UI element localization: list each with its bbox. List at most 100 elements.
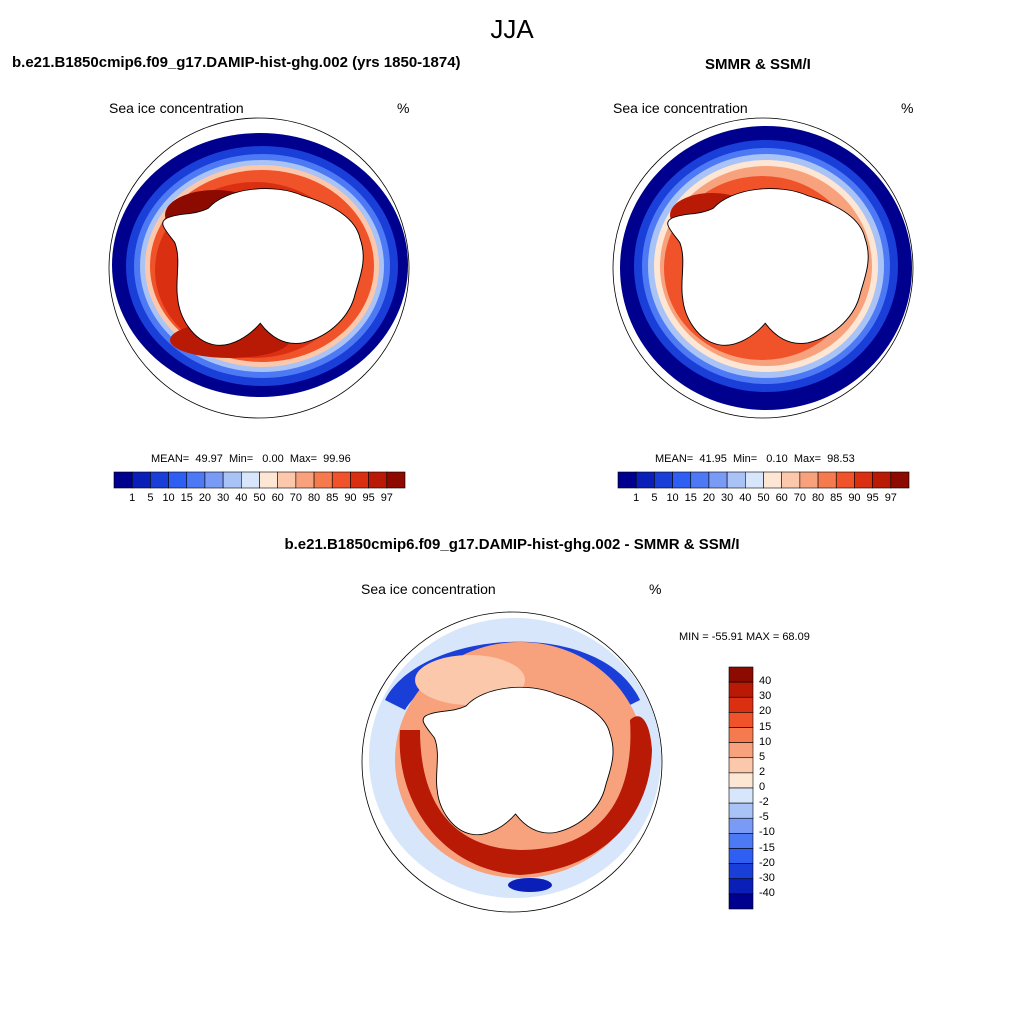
model-colorbar-swatch (150, 471, 169, 489)
diff-colorbar-swatch (728, 727, 754, 743)
diff-colorbar-tick-label: -5 (759, 811, 769, 824)
model-colorbar-tick-label: 20 (198, 492, 212, 504)
diff-colorbar-swatch (728, 712, 754, 728)
model-colorbar-swatch (168, 471, 188, 489)
diff-colorbar-tick-label: -2 (759, 796, 769, 809)
obs-colorbar-tick-label: 60 (775, 492, 788, 504)
model-colorbar-swatch (313, 471, 333, 489)
model-colorbar (113, 471, 406, 489)
obs-colorbar-tick-label: 90 (848, 492, 861, 504)
obs-mean-value: 41.95 (699, 453, 727, 465)
model-colorbar-swatch (222, 471, 242, 489)
diff-colorbar-tick-label: 20 (759, 705, 772, 718)
diff-colorbar-tick-label: 30 (759, 690, 772, 703)
obs-colorbar-swatch (854, 471, 873, 489)
diff-colorbar-swatch (728, 772, 754, 789)
diff-colorbar-swatch (728, 878, 754, 895)
model-colorbar-swatch (241, 471, 260, 489)
diff-colorbar-tick-label: -10 (759, 826, 775, 839)
obs-colorbar-swatch (635, 471, 655, 489)
diff-colorbar-tick-label: 15 (759, 720, 772, 733)
model-colorbar-tick-label: 90 (344, 492, 357, 504)
diff-colorbar-swatch (728, 848, 754, 864)
obs-colorbar-swatch (835, 471, 855, 489)
model-mean-value: 49.97 (195, 453, 223, 465)
diff-colorbar-swatch (728, 696, 754, 713)
obs-panel-heading: SMMR & SSM/I (705, 56, 811, 73)
model-colorbar-swatch (131, 471, 151, 489)
diff-colorbar-swatch (728, 893, 754, 910)
diff-colorbar-swatch (728, 863, 754, 880)
diff-colorbar-swatch (728, 833, 754, 849)
diff-colorbar-tick-label: 10 (759, 735, 772, 748)
model-colorbar-tick-label: 30 (217, 492, 230, 504)
model-variable-label: Sea ice concentration (109, 100, 244, 116)
model-colorbar-tick-label: 70 (289, 492, 302, 504)
obs-colorbar-tick-label: 15 (684, 492, 697, 504)
diff-panel-heading: b.e21.B1850cmip6.f09_g17.DAMIP-hist-ghg.… (284, 536, 740, 553)
obs-colorbar-swatch (763, 471, 782, 489)
model-colorbar-swatch (331, 471, 351, 489)
obs-colorbar-swatch (799, 471, 819, 489)
obs-min-value: 0.10 (766, 453, 788, 465)
model-colorbar-tick-label: 60 (271, 492, 284, 504)
obs-colorbar-swatch (617, 471, 637, 489)
obs-max-value: 98.53 (827, 453, 855, 465)
obs-colorbar-swatch (726, 471, 746, 489)
model-colorbar-tick-label: 40 (235, 492, 248, 504)
model-colorbar-tick-label: 85 (326, 492, 339, 504)
model-colorbar-tick-label: 15 (180, 492, 193, 504)
diff-colorbar-tick-label: -20 (759, 856, 775, 869)
diff-colorbar-tick-label: 0 (759, 781, 766, 793)
obs-colorbar-tick-label: 40 (739, 492, 752, 504)
obs-colorbar-tick-label: 95 (866, 492, 879, 504)
diff-colorbar-swatch (728, 787, 754, 804)
diff-colorbar-swatch (728, 817, 754, 834)
diff-colorbar-swatch (728, 742, 754, 759)
model-colorbar-tick-label: 97 (380, 492, 393, 504)
model-colorbar-tick-label: 10 (162, 492, 175, 504)
diff-colorbar-swatch (728, 757, 754, 774)
obs-colorbar-swatch (708, 471, 728, 489)
model-colorbar-swatch (386, 471, 406, 489)
obs-map (612, 117, 914, 419)
diff-colorbar-tick-label: -30 (759, 871, 775, 884)
obs-colorbar-tick-label: 1 (633, 492, 640, 504)
diff-colorbar-tick-label: -15 (759, 841, 775, 854)
obs-units-label: % (901, 100, 914, 116)
diff-colorbar-tick-label: 5 (759, 750, 766, 763)
model-colorbar-swatch (350, 471, 369, 489)
model-colorbar-tick-label: 80 (307, 492, 321, 504)
model-colorbar-swatch (259, 471, 278, 489)
obs-colorbar-swatch (690, 471, 710, 489)
model-colorbar-swatch (204, 471, 224, 489)
diff-colorbar-tick-label: 2 (759, 765, 766, 778)
diff-units-label: % (649, 581, 662, 597)
diff-colorbar-swatch (728, 666, 754, 683)
diff-colorbar-tick-label: 40 (759, 675, 772, 688)
obs-colorbar-swatch (654, 471, 673, 489)
figure-title: JJA (490, 14, 534, 44)
obs-colorbar-swatch (745, 471, 764, 489)
diff-variable-label: Sea ice concentration (361, 581, 496, 597)
obs-colorbar-swatch (817, 471, 837, 489)
obs-colorbar-tick-label: 10 (666, 492, 679, 504)
obs-colorbar (617, 471, 910, 489)
model-units-label: % (397, 100, 410, 116)
model-colorbar-tick-label: 50 (253, 492, 266, 504)
model-colorbar-tick-label: 1 (129, 492, 136, 504)
obs-colorbar-swatch (672, 471, 692, 489)
diff-colorbar-swatch (728, 802, 754, 819)
model-colorbar-swatch (277, 471, 297, 489)
obs-variable-label: Sea ice concentration (613, 100, 748, 116)
model-colorbar-swatch (368, 471, 388, 489)
model-colorbar-swatch (295, 471, 315, 489)
diff-colorbar-tick-label: -40 (759, 886, 775, 899)
obs-colorbar-tick-label: 97 (884, 492, 897, 504)
model-panel-heading: b.e21.B1850cmip6.f09_g17.DAMIP-hist-ghg.… (12, 54, 461, 71)
obs-colorbar-tick-label: 50 (757, 492, 770, 504)
diff-colorbar-swatch (728, 681, 754, 698)
model-colorbar-tick-label: 95 (362, 492, 375, 504)
